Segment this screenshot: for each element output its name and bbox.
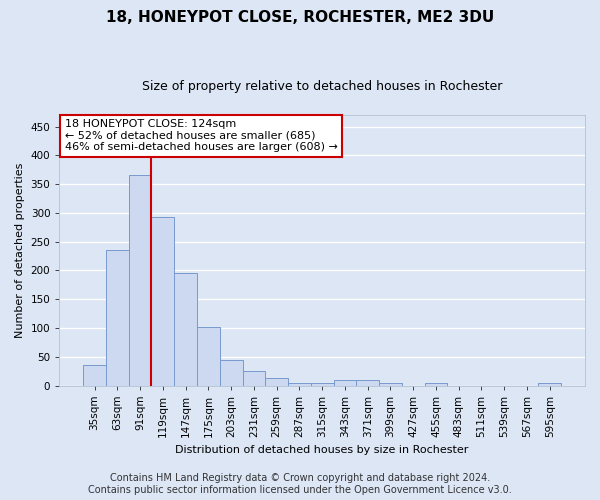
Bar <box>106 250 129 386</box>
Bar <box>265 378 288 386</box>
Text: 18, HONEYPOT CLOSE, ROCHESTER, ME2 3DU: 18, HONEYPOT CLOSE, ROCHESTER, ME2 3DU <box>106 10 494 25</box>
Y-axis label: Number of detached properties: Number of detached properties <box>15 162 25 338</box>
Bar <box>242 371 265 386</box>
Bar <box>379 383 402 386</box>
X-axis label: Distribution of detached houses by size in Rochester: Distribution of detached houses by size … <box>175 445 469 455</box>
Bar <box>288 382 311 386</box>
Bar <box>197 327 220 386</box>
Bar <box>356 380 379 386</box>
Bar <box>311 383 334 386</box>
Bar <box>151 217 174 386</box>
Bar <box>538 383 561 386</box>
Bar <box>174 272 197 386</box>
Title: Size of property relative to detached houses in Rochester: Size of property relative to detached ho… <box>142 80 502 93</box>
Bar <box>220 360 242 386</box>
Bar <box>83 366 106 386</box>
Text: Contains HM Land Registry data © Crown copyright and database right 2024.
Contai: Contains HM Land Registry data © Crown c… <box>88 474 512 495</box>
Bar <box>334 380 356 386</box>
Bar <box>425 383 448 386</box>
Bar <box>129 176 151 386</box>
Text: 18 HONEYPOT CLOSE: 124sqm
← 52% of detached houses are smaller (685)
46% of semi: 18 HONEYPOT CLOSE: 124sqm ← 52% of detac… <box>65 119 337 152</box>
